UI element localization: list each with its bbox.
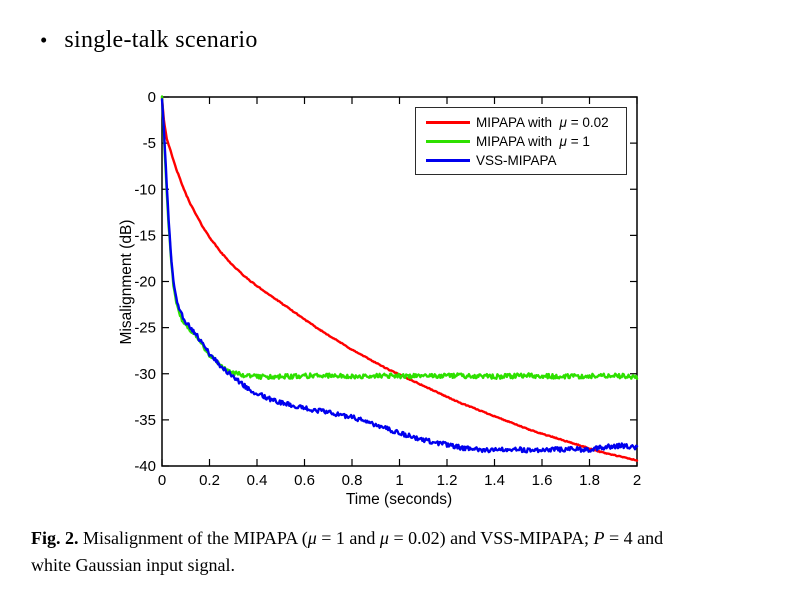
x-tick-label: 1.8 xyxy=(579,472,600,489)
y-tick-label: -15 xyxy=(134,227,156,244)
caption-text-part: = 4 and xyxy=(604,528,664,548)
y-tick-label: -40 xyxy=(134,458,156,475)
legend-item-1: MIPAPA with μ = 0.02 xyxy=(426,115,622,130)
legend: MIPAPA with μ = 0.02 MIPAPA with μ = 1 VSS… xyxy=(415,107,627,175)
y-tick-label: -25 xyxy=(134,320,156,337)
x-tick-label: 0.8 xyxy=(342,472,363,489)
legend-item-label: MIPAPA with μ = 0.02 xyxy=(476,115,609,130)
legend-item-label: MIPAPA with μ = 1 xyxy=(476,134,590,149)
legend-line-sample xyxy=(426,159,470,162)
legend-line-sample xyxy=(426,140,470,143)
legend-item-label: VSS-MIPAPA xyxy=(476,153,557,168)
x-tick-label: 0.6 xyxy=(294,472,315,489)
x-tick-label: 1.6 xyxy=(532,472,553,489)
figure-caption: Fig. 2. Misalignment of the MIPAPA (μ = … xyxy=(31,525,773,579)
x-tick-label: 1.2 xyxy=(437,472,458,489)
y-tick-label: -20 xyxy=(134,274,156,291)
caption-text-part: white Gaussian input signal. xyxy=(31,555,235,575)
caption-text-part: = 1 and xyxy=(316,528,380,548)
x-tick-label: 1 xyxy=(395,472,403,489)
caption-text-part: = 0.02) and VSS-MIPAPA; xyxy=(388,528,594,548)
x-tick-label: 1.4 xyxy=(484,472,505,489)
caption-text-part: P xyxy=(593,528,605,548)
x-tick-label: 0.4 xyxy=(247,472,268,489)
x-tick-label: 0.2 xyxy=(199,472,220,489)
y-axis-label: Misalignment (dB) xyxy=(118,220,135,345)
y-tick-label: -30 xyxy=(134,366,156,383)
series-line-2 xyxy=(160,95,639,380)
legend-item-3: VSS-MIPAPA xyxy=(426,153,622,168)
y-tick-label: -10 xyxy=(134,181,156,198)
y-tick-label: -5 xyxy=(143,135,156,152)
y-tick-label: -35 xyxy=(134,412,156,429)
series-line-3 xyxy=(160,98,639,454)
x-tick-label: 0 xyxy=(158,472,166,489)
x-axis-label: Time (seconds) xyxy=(346,491,452,508)
legend-item-2: MIPAPA with μ = 1 xyxy=(426,134,622,149)
caption-text-part: μ xyxy=(307,528,317,548)
legend-line-sample xyxy=(426,121,470,124)
caption-text-part: μ xyxy=(379,528,389,548)
x-tick-label: 2 xyxy=(633,472,641,489)
caption-text-part: Fig. 2. xyxy=(31,528,79,548)
caption-text-part: Misalignment of the MIPAPA ( xyxy=(78,528,308,548)
bullet-text: single-talk scenario xyxy=(64,27,258,53)
bullet-line: • single-talk scenario xyxy=(40,27,258,54)
y-tick-label: 0 xyxy=(148,89,156,106)
bullet-marker: • xyxy=(40,28,48,52)
